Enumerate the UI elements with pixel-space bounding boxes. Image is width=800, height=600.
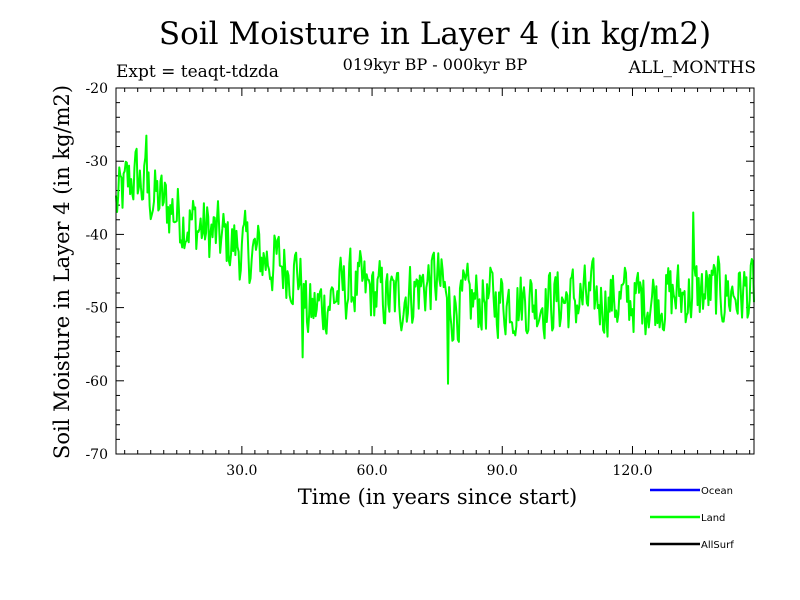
y-tick-label: -70 bbox=[85, 447, 108, 463]
chart-title: Soil Moisture in Layer 4 (in kg/m2) bbox=[158, 16, 712, 52]
x-tick-label: 60.0 bbox=[356, 463, 387, 479]
legend-label-land: Land bbox=[701, 513, 725, 524]
series-layer bbox=[115, 134, 755, 385]
legend-label-ocean: Ocean bbox=[701, 486, 733, 497]
y-tick-label: -50 bbox=[85, 301, 108, 317]
legend-label-allsurf: AllSurf bbox=[701, 540, 734, 551]
series-line-land bbox=[115, 134, 755, 385]
x-tick-label: 120.0 bbox=[612, 463, 652, 479]
y-tick-label: -20 bbox=[85, 81, 108, 97]
x-tick-label: 30.0 bbox=[226, 463, 257, 479]
y-tick-label: -40 bbox=[85, 227, 108, 243]
plot-frame bbox=[115, 87, 755, 455]
y-tick-label: -60 bbox=[85, 374, 108, 390]
months-label: ALL_MONTHS bbox=[628, 58, 756, 78]
period-label: 019kyr BP - 000kyr BP bbox=[342, 55, 528, 74]
x-axis-label: Time (in years since start) bbox=[297, 485, 578, 509]
y-tick-label: -30 bbox=[85, 154, 108, 170]
experiment-label: Expt = teaqt-tdzda bbox=[116, 62, 279, 82]
x-tick-label: 90.0 bbox=[487, 463, 518, 479]
legend: Ocean Land AllSurf bbox=[650, 486, 734, 551]
